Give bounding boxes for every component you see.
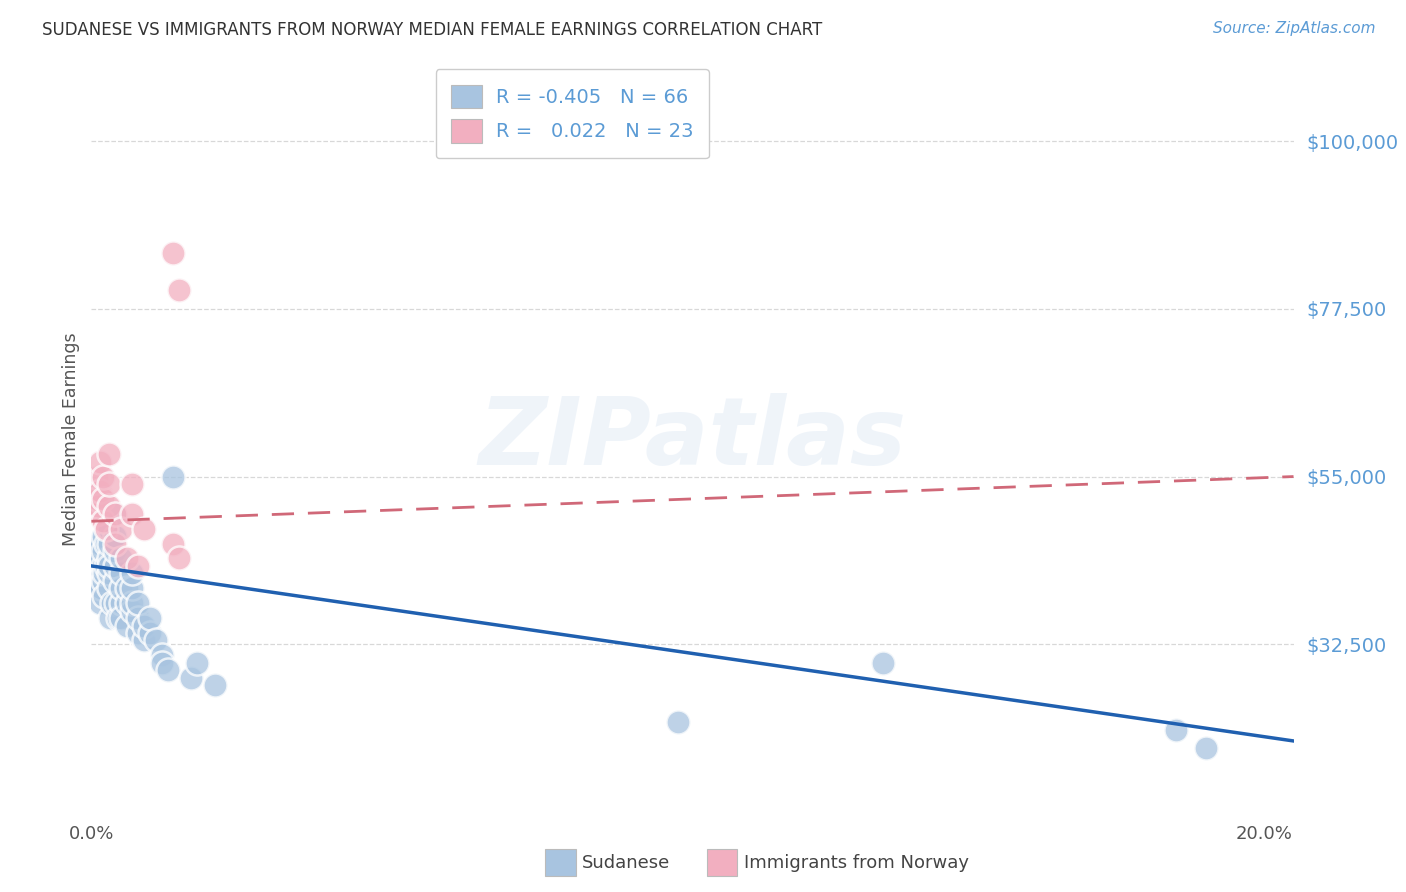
Point xyxy=(91,491,114,506)
Point xyxy=(1166,723,1188,737)
Point xyxy=(872,656,894,670)
Point xyxy=(186,656,208,670)
Point xyxy=(90,582,112,596)
Point xyxy=(134,618,156,632)
Point xyxy=(134,633,156,648)
Point xyxy=(89,484,111,499)
Point xyxy=(127,596,149,610)
Point xyxy=(115,551,138,566)
Point xyxy=(121,596,143,610)
Point xyxy=(94,536,117,550)
Point xyxy=(204,678,226,692)
Point xyxy=(91,544,114,558)
Point xyxy=(98,477,121,491)
Point xyxy=(91,558,114,573)
Point xyxy=(87,558,110,573)
Point xyxy=(104,507,127,521)
Point xyxy=(169,551,191,566)
Point xyxy=(86,582,108,596)
Point xyxy=(98,582,121,596)
Point xyxy=(91,574,114,588)
Point xyxy=(156,663,179,677)
Text: SUDANESE VS IMMIGRANTS FROM NORWAY MEDIAN FEMALE EARNINGS CORRELATION CHART: SUDANESE VS IMMIGRANTS FROM NORWAY MEDIA… xyxy=(42,21,823,38)
Point xyxy=(105,596,128,610)
Point xyxy=(121,566,143,581)
Point xyxy=(86,574,108,588)
Point xyxy=(98,551,121,566)
Point xyxy=(121,477,143,491)
Point xyxy=(139,626,162,640)
Point xyxy=(91,514,114,528)
Point xyxy=(89,551,111,566)
Point xyxy=(86,551,108,566)
Point xyxy=(162,469,184,483)
Point xyxy=(101,596,124,610)
Point xyxy=(87,544,110,558)
Text: Immigrants from Norway: Immigrants from Norway xyxy=(745,854,970,871)
Point xyxy=(104,507,127,521)
Point xyxy=(107,611,129,625)
Point xyxy=(150,648,173,663)
Point xyxy=(110,522,132,536)
Point xyxy=(104,529,127,543)
Point xyxy=(91,529,114,543)
Point xyxy=(1194,741,1216,756)
Point xyxy=(162,536,184,550)
Point xyxy=(98,536,121,550)
Point xyxy=(94,522,117,536)
Point xyxy=(110,551,132,566)
Point xyxy=(104,574,127,588)
Point xyxy=(98,500,121,514)
Point xyxy=(162,246,184,260)
Point xyxy=(98,522,121,536)
Point xyxy=(110,566,132,581)
Point xyxy=(121,604,143,618)
Point xyxy=(98,566,121,581)
Point xyxy=(93,589,115,603)
Point xyxy=(98,447,121,461)
Point xyxy=(98,611,121,625)
Point xyxy=(86,491,108,506)
Point xyxy=(89,536,111,550)
Point xyxy=(127,558,149,573)
Point xyxy=(91,469,114,483)
Point xyxy=(121,582,143,596)
Point xyxy=(94,558,117,573)
Text: Source: ZipAtlas.com: Source: ZipAtlas.com xyxy=(1212,21,1375,36)
Point xyxy=(115,618,138,632)
Point xyxy=(169,283,191,297)
Y-axis label: Median Female Earnings: Median Female Earnings xyxy=(62,333,80,546)
Point xyxy=(180,671,202,685)
Legend: R = -0.405   N = 66, R =   0.022   N = 23: R = -0.405 N = 66, R = 0.022 N = 23 xyxy=(436,70,709,159)
Point xyxy=(110,596,132,610)
Point xyxy=(127,611,149,625)
Text: ZIPatlas: ZIPatlas xyxy=(478,393,907,485)
Point xyxy=(115,582,138,596)
Point xyxy=(89,455,111,469)
Point xyxy=(150,656,173,670)
Point xyxy=(139,611,162,625)
Point xyxy=(121,507,143,521)
Point xyxy=(84,507,107,521)
Point xyxy=(127,626,149,640)
Point xyxy=(104,544,127,558)
Point xyxy=(87,500,110,514)
Point xyxy=(110,582,132,596)
Point xyxy=(84,558,107,573)
Point xyxy=(93,566,115,581)
Point xyxy=(91,566,114,581)
Point xyxy=(86,469,108,483)
Point xyxy=(115,596,138,610)
Point xyxy=(145,633,167,648)
Point xyxy=(104,558,127,573)
Point xyxy=(134,522,156,536)
Point xyxy=(87,566,110,581)
Point xyxy=(666,715,689,730)
Point xyxy=(104,536,127,550)
Point xyxy=(110,611,132,625)
Point xyxy=(89,596,111,610)
Text: Sudanese: Sudanese xyxy=(582,854,669,871)
Point xyxy=(98,558,121,573)
